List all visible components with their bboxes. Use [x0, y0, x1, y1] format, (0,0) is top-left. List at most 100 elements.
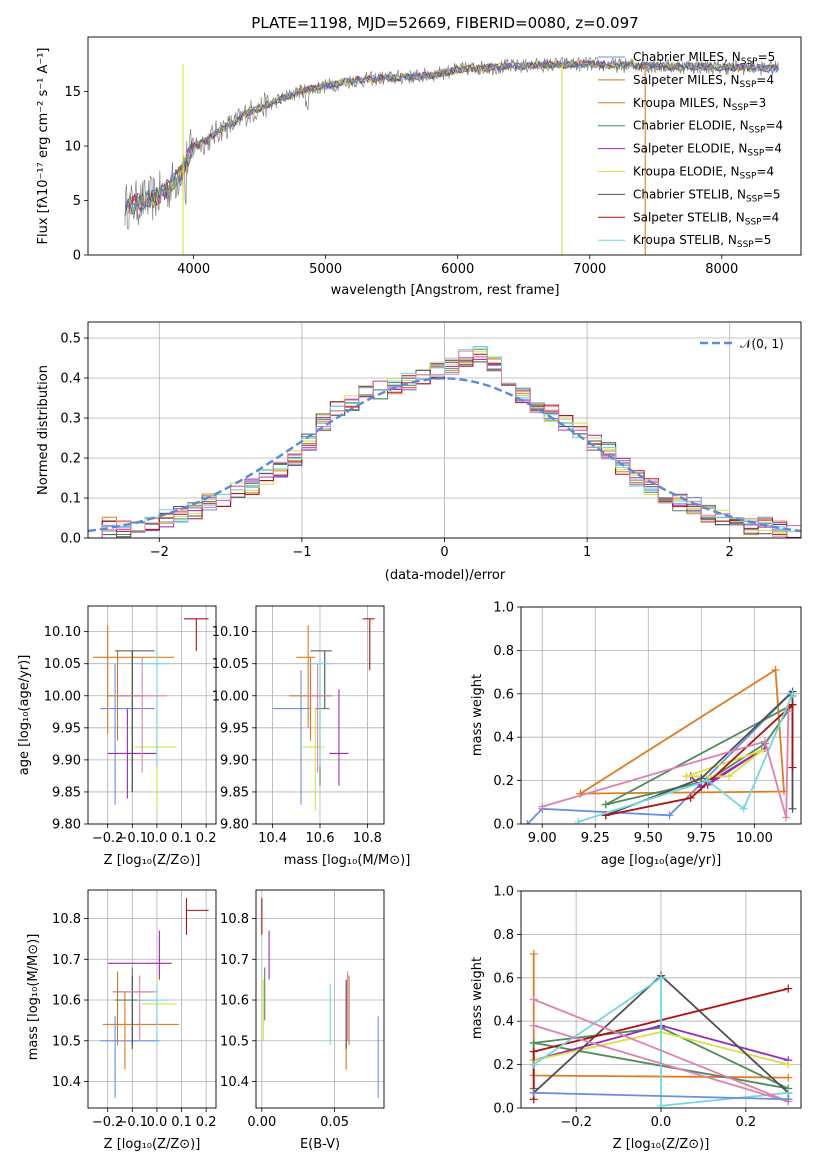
histogram-ytick-label: 0.5 — [60, 332, 81, 347]
age-z-ytick-label: 9.95 — [52, 721, 81, 736]
weight-age-point-marker — [782, 813, 791, 822]
weight-age-point-marker — [601, 800, 610, 809]
histogram-xlabel: (data-model)/error — [385, 568, 506, 583]
weight-z-point-marker — [529, 1047, 538, 1056]
spectrum-xtick-label: 8000 — [705, 262, 738, 277]
weight-z-point-marker — [784, 1095, 793, 1104]
mass-z-ytick-label: 10.7 — [52, 953, 81, 968]
weight-z-ytick-label: 0.4 — [493, 1015, 514, 1030]
histogram-xtick-label: 2 — [726, 545, 734, 560]
age-mass-ytick-label: 10.05 — [212, 657, 249, 672]
weight-age-series-line — [690, 747, 766, 789]
weight-age-xtick-label: 9.50 — [634, 831, 663, 846]
age-z-ytick-label: 10.05 — [44, 657, 81, 672]
spectrum-legend-label: Chabrier MILES, NSSP=5 — [633, 50, 775, 67]
age-z-xtick-label: 0.2 — [196, 831, 217, 846]
clip-agez-group — [92, 618, 209, 812]
age-mass-xtick-label: 10.8 — [353, 831, 382, 846]
weight-age-point-marker — [665, 811, 674, 820]
weight-age-frame — [520, 606, 802, 825]
mass-ebv-ytick-label: 10.6 — [220, 994, 249, 1009]
weight-age-point-marker — [538, 802, 547, 811]
histogram-xtick-label: −2 — [150, 545, 169, 560]
spectrum-legend-label: Salpeter MILES, NSSP=4 — [633, 73, 774, 90]
age-mass-xlabel: mass [log₁₀(M/M⊙)] — [284, 853, 411, 868]
weight-z-ytick-label: 0.0 — [493, 1102, 514, 1117]
mass-ebv-frame — [255, 889, 385, 1109]
residual-histogram-panel: (data-model)/error Normed distribution −… — [36, 321, 802, 583]
age-vs-metallicity-panel: Z [log₁₀(Z/Z⊙)] age [log₁₀(age/yr)] −0.2… — [17, 605, 217, 868]
histogram-ytick-label: 0.3 — [60, 412, 81, 427]
weight-z-xtick-label: 0.2 — [736, 1115, 757, 1130]
spectrum-ytick-label: 10 — [64, 140, 81, 155]
age-z-ytick-label: 9.90 — [52, 753, 81, 768]
weight-age-xtick-label: 9.00 — [528, 831, 557, 846]
spectrum-panel: PLATE=1198, MJD=52669, FIBERID=0080, z=0… — [36, 14, 802, 298]
mass-ebv-ytick-label: 10.8 — [220, 912, 249, 927]
mass-z-xtick-label: 0.1 — [171, 1115, 192, 1130]
histogram-xtick-label: 0 — [440, 545, 448, 560]
age-mass-xtick-label: 10.6 — [306, 831, 335, 846]
mass-z-xtick-label: −0.2 — [92, 1115, 124, 1130]
weight-z-point-marker — [784, 1073, 793, 1082]
age-mass-frame — [255, 605, 385, 825]
spectrum-xlabel: wavelength [Angstrom, rest frame] — [331, 283, 560, 298]
spectrum-legend-label: Kroupa MILES, NSSP=3 — [633, 96, 766, 113]
age-z-xtick-label: −0.2 — [92, 831, 124, 846]
mass-ebv-ytick-label: 10.7 — [220, 953, 249, 968]
spectrum-xtick-label: 6000 — [441, 262, 474, 277]
weight-z-series-line — [533, 976, 789, 1107]
weight-age-point-marker — [574, 817, 583, 824]
spectrum-legend-label: Salpeter STELIB, NSSP=4 — [633, 210, 779, 227]
clip-wage-group — [523, 665, 797, 824]
weight-z-point-marker — [529, 1038, 538, 1047]
clip-massebv-group — [261, 898, 379, 1098]
weight-age-ytick-label: 1.0 — [493, 601, 514, 616]
weight-age-ylabel: mass weight — [470, 674, 485, 756]
spectrum-ytick-label: 15 — [64, 85, 81, 100]
weight-age-point-marker — [523, 820, 532, 824]
histogram-ytick-label: 0.2 — [60, 452, 81, 467]
normal-legend-label: 𝒩(0, 1) — [740, 337, 784, 351]
weight-z-xlabel: Z [log₁₀(Z/Z⊙)] — [613, 1137, 710, 1152]
clip-agem-group — [272, 618, 375, 812]
mass-ebv-xtick-label: 0.00 — [247, 1115, 276, 1130]
weight-z-point-marker — [784, 1060, 793, 1069]
weight-age-point-marker — [686, 793, 695, 802]
weight-z-series-line — [533, 1091, 789, 1101]
weight-age-point-marker — [703, 776, 712, 785]
mass-z-xtick-label: −0.1 — [117, 1115, 149, 1130]
weight-age-ytick-label: 0.4 — [493, 731, 514, 746]
age-z-ylabel: age [log₁₀(age/yr)] — [17, 655, 32, 776]
weight-age-point-marker — [682, 772, 691, 781]
age-z-ytick-label: 10.10 — [44, 625, 81, 640]
mass-z-xtick-label: 0.0 — [147, 1115, 168, 1130]
spectrum-frame — [87, 36, 802, 256]
mass-z-ytick-label: 10.8 — [52, 912, 81, 927]
clip-massz-group — [100, 898, 209, 1098]
spectrum-model-line — [124, 60, 779, 216]
weight-age-series-line — [686, 749, 764, 778]
age-z-ytick-label: 9.85 — [52, 785, 81, 800]
weight-age-ytick-label: 0.2 — [493, 774, 514, 789]
spectrum-ytick-label: 5 — [73, 194, 81, 209]
weight-age-ytick-label: 0.8 — [493, 644, 514, 659]
weight-z-ytick-label: 0.8 — [493, 928, 514, 943]
spectrum-legend-label: Chabrier ELODIE, NSSP=4 — [633, 119, 783, 136]
histogram-ylabel: Normed distribution — [36, 365, 51, 495]
weight-age-point-marker — [771, 665, 780, 674]
mass-ebv-xlabel: E(B-V) — [300, 1137, 340, 1152]
spectrum-legend-label: Kroupa STELIB, NSSP=5 — [633, 233, 771, 250]
weight-z-point-marker — [529, 949, 538, 958]
age-mass-xtick-label: 10.4 — [258, 831, 287, 846]
weight-z-frame — [520, 890, 802, 1109]
weight-z-point-marker — [529, 1021, 538, 1030]
histogram-frame — [87, 321, 802, 539]
spectrum-xtick-label: 4000 — [177, 262, 210, 277]
mass-ebv-xtick-label: 0.05 — [320, 1115, 349, 1130]
weight-age-point-marker — [697, 774, 706, 783]
weight-age-point-marker — [758, 746, 767, 755]
mass-z-frame — [87, 889, 217, 1109]
histogram-xtick-label: 1 — [583, 545, 591, 560]
weight-age-xtick-label: 10.00 — [736, 831, 773, 846]
